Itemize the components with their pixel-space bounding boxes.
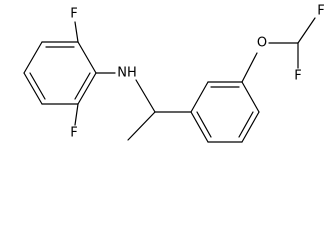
atom-label: F bbox=[70, 7, 77, 22]
bond bbox=[77, 72, 97, 105]
atom-label: O bbox=[257, 36, 267, 51]
molecule-diagram: F F NH O F F bbox=[23, 4, 325, 143]
bond bbox=[74, 103, 79, 126]
bond bbox=[77, 41, 97, 74]
bond bbox=[29, 72, 46, 100]
atom-label: F bbox=[317, 4, 324, 19]
bond bbox=[135, 79, 156, 113]
bond bbox=[297, 17, 316, 44]
bond bbox=[241, 111, 260, 143]
bond bbox=[241, 52, 258, 83]
bond bbox=[127, 111, 156, 141]
bond bbox=[190, 111, 209, 143]
atom-label: F bbox=[70, 126, 77, 141]
bond bbox=[74, 72, 91, 100]
atom-label: F bbox=[294, 69, 301, 84]
bond bbox=[23, 72, 43, 105]
bond bbox=[238, 111, 254, 138]
atom-label: NH bbox=[117, 66, 137, 81]
bond bbox=[241, 81, 260, 113]
bond bbox=[23, 41, 43, 74]
page: {"atoms": {"f_top_left": "F", "f_bottom_… bbox=[23, 3, 325, 143]
bonds bbox=[23, 17, 316, 143]
bond bbox=[74, 21, 79, 43]
bond bbox=[196, 111, 212, 138]
bond bbox=[190, 81, 209, 113]
